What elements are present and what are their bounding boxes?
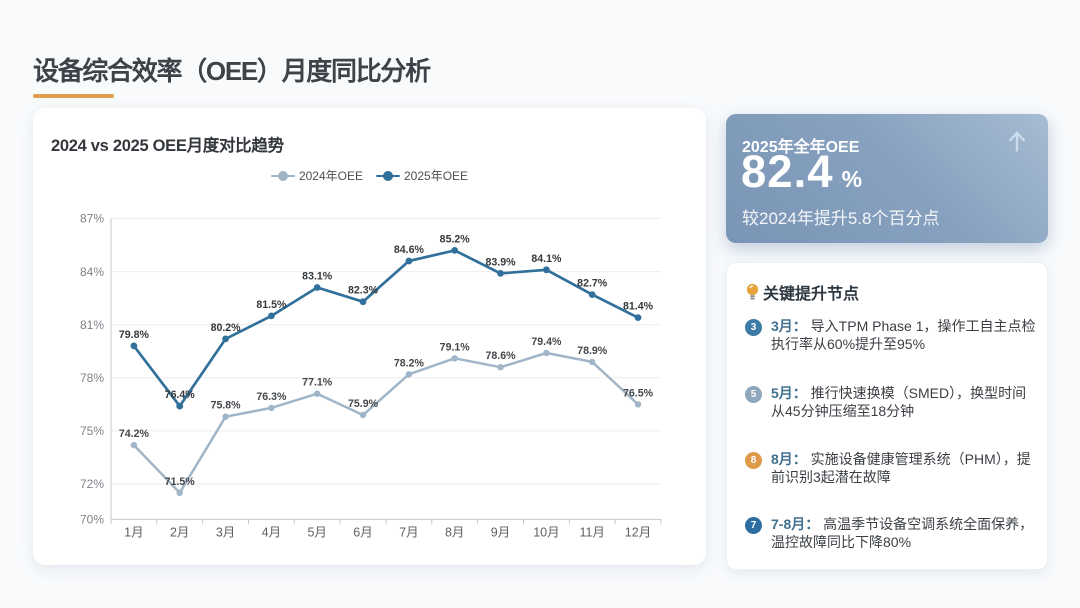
svg-text:83.1%: 83.1% bbox=[302, 271, 333, 283]
svg-text:7月: 7月 bbox=[399, 526, 418, 540]
svg-text:79.4%: 79.4% bbox=[531, 336, 562, 348]
svg-text:75%: 75% bbox=[80, 424, 104, 438]
svg-text:84.1%: 84.1% bbox=[531, 253, 562, 265]
svg-text:75.8%: 75.8% bbox=[211, 400, 242, 412]
svg-text:12月: 12月 bbox=[625, 526, 651, 540]
svg-text:77.1%: 77.1% bbox=[302, 377, 333, 389]
svg-text:76.5%: 76.5% bbox=[623, 387, 654, 399]
svg-text:1月: 1月 bbox=[124, 526, 143, 540]
svg-text:10月: 10月 bbox=[533, 526, 559, 540]
svg-text:81.5%: 81.5% bbox=[256, 299, 287, 311]
svg-text:87%: 87% bbox=[80, 212, 104, 226]
svg-text:72%: 72% bbox=[80, 477, 104, 491]
svg-text:85.2%: 85.2% bbox=[440, 233, 471, 245]
svg-text:81.4%: 81.4% bbox=[623, 301, 654, 313]
svg-text:79.1%: 79.1% bbox=[440, 341, 471, 353]
svg-text:78.9%: 78.9% bbox=[577, 345, 608, 357]
svg-text:8月: 8月 bbox=[445, 526, 464, 540]
svg-text:11月: 11月 bbox=[579, 526, 604, 540]
svg-text:76.3%: 76.3% bbox=[256, 391, 287, 403]
svg-text:80.2%: 80.2% bbox=[211, 322, 242, 334]
svg-text:81%: 81% bbox=[80, 318, 104, 332]
svg-text:78.6%: 78.6% bbox=[485, 350, 516, 362]
svg-text:2月: 2月 bbox=[170, 526, 189, 540]
svg-text:84%: 84% bbox=[80, 265, 104, 279]
svg-text:75.9%: 75.9% bbox=[348, 398, 379, 410]
svg-text:71.5%: 71.5% bbox=[165, 476, 196, 488]
svg-text:6月: 6月 bbox=[353, 526, 372, 540]
svg-text:3月: 3月 bbox=[216, 526, 235, 540]
svg-text:79.8%: 79.8% bbox=[119, 329, 150, 341]
svg-text:78%: 78% bbox=[80, 371, 104, 385]
svg-text:4月: 4月 bbox=[262, 526, 281, 540]
svg-text:83.9%: 83.9% bbox=[485, 256, 516, 268]
svg-text:82.3%: 82.3% bbox=[348, 285, 379, 297]
svg-text:9月: 9月 bbox=[491, 526, 510, 540]
svg-text:78.2%: 78.2% bbox=[394, 357, 425, 369]
svg-text:84.6%: 84.6% bbox=[394, 244, 425, 256]
svg-text:70%: 70% bbox=[80, 513, 104, 527]
svg-text:82.7%: 82.7% bbox=[577, 278, 608, 290]
svg-text:76.4%: 76.4% bbox=[165, 389, 196, 401]
svg-text:5月: 5月 bbox=[307, 526, 326, 540]
svg-text:74.2%: 74.2% bbox=[119, 428, 150, 440]
